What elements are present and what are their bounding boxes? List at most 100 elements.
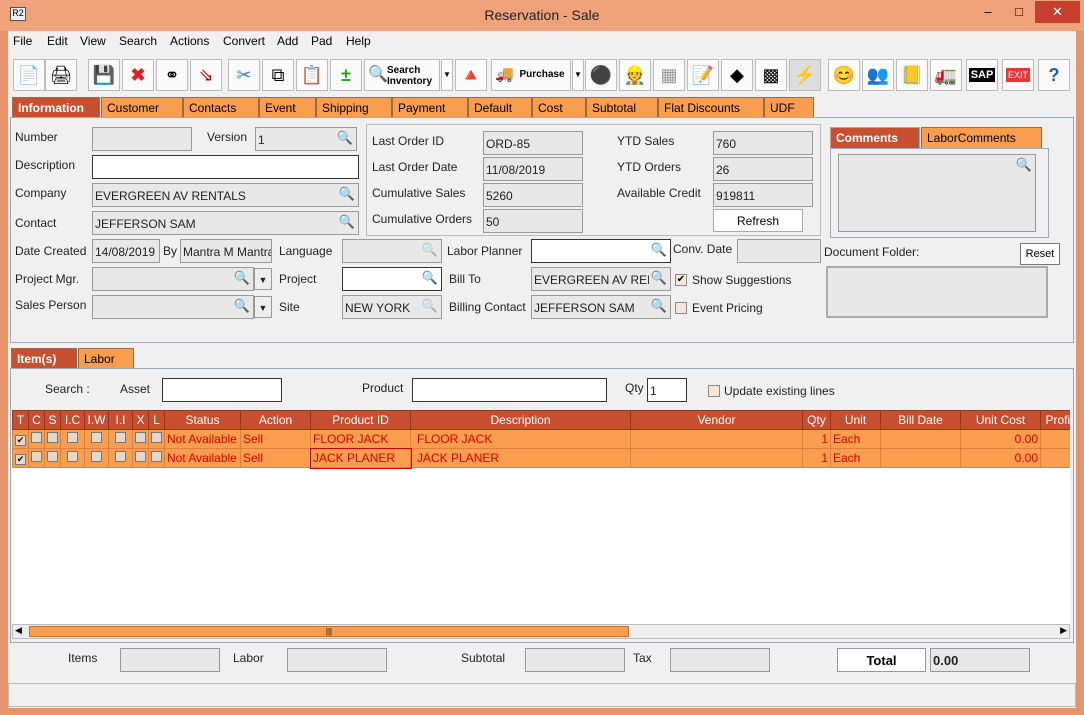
chevron-down-icon[interactable]: ▼: [254, 268, 272, 290]
search-icon[interactable]: 🔍: [233, 270, 250, 285]
tab-items[interactable]: Item(s): [11, 348, 77, 368]
sap-button[interactable]: SAP: [966, 59, 998, 91]
search-icon[interactable]: 🔍: [650, 242, 667, 257]
tab-contacts[interactable]: Contacts: [183, 97, 259, 117]
row-checkbox[interactable]: [47, 432, 58, 443]
column-header[interactable]: Action: [240, 410, 311, 430]
purchase-dropdown[interactable]: ▼: [572, 59, 584, 91]
plug-icon[interactable]: ⚡: [789, 59, 821, 91]
search-icon[interactable]: 🔍: [421, 242, 438, 257]
search-icon[interactable]: 🔍: [233, 298, 250, 313]
exit-button[interactable]: EXIT: [1002, 59, 1034, 91]
cell-vendor[interactable]: [630, 448, 803, 468]
table-row[interactable]: ✔ Not Available Sell JACK PLANER JACK PLANER…: [12, 447, 1070, 469]
transfer-icon[interactable]: ⇘: [190, 59, 222, 91]
cell-bill-date[interactable]: [880, 429, 961, 449]
product-input[interactable]: [412, 378, 607, 402]
row-checkbox[interactable]: ✔: [15, 454, 26, 465]
asset-input[interactable]: [162, 378, 282, 402]
tab-customer[interactable]: Customer: [101, 97, 183, 117]
company-field[interactable]: EVERGREEN AV RENTALS 🔍: [92, 183, 359, 207]
tab-flat-discounts[interactable]: Flat Discounts: [658, 97, 764, 117]
tab-cost[interactable]: Cost: [532, 97, 586, 117]
purchase-button[interactable]: 🚚 Purchase: [491, 59, 571, 91]
column-header[interactable]: X: [132, 410, 149, 430]
new-icon[interactable]: 📄: [13, 59, 45, 91]
tab-information[interactable]: Information: [12, 97, 100, 117]
calendar-icon[interactable]: ▦: [653, 59, 685, 91]
comments-textarea[interactable]: 🔍: [838, 154, 1036, 232]
column-header[interactable]: Product ID: [310, 410, 411, 430]
row-checkbox[interactable]: [115, 451, 126, 462]
menu-actions[interactable]: Actions: [170, 34, 210, 48]
worker-icon[interactable]: 👷: [619, 59, 651, 91]
row-checkbox[interactable]: [91, 432, 102, 443]
add-remove-icon[interactable]: ±: [330, 59, 362, 91]
print-icon[interactable]: 🖨: [45, 59, 77, 91]
bill-to-field[interactable]: EVERGREEN AV RENTALS🔍: [531, 267, 671, 291]
scroll-left-icon[interactable]: ◀: [15, 625, 22, 635]
cut-icon[interactable]: ✂: [228, 59, 260, 91]
cell-description[interactable]: FLOOR JACK: [410, 429, 631, 449]
column-header[interactable]: Bill Date: [880, 410, 961, 430]
cell-product-id[interactable]: JACK PLANER: [309, 447, 412, 469]
column-header[interactable]: Unit: [830, 410, 881, 430]
menu-add[interactable]: Add: [277, 34, 299, 48]
column-header[interactable]: Status: [164, 410, 241, 430]
horizontal-scrollbar[interactable]: ◀ ||| ▶: [12, 624, 1070, 639]
delete-icon[interactable]: ✖: [122, 59, 154, 91]
paste-icon[interactable]: 📋: [296, 59, 328, 91]
number-field[interactable]: [92, 127, 192, 151]
row-checkbox[interactable]: [47, 451, 58, 462]
tab-shipping[interactable]: Shipping: [316, 97, 392, 117]
row-checkbox[interactable]: [151, 432, 162, 443]
maximize-button[interactable]: □: [1015, 4, 1023, 19]
column-header[interactable]: T: [12, 410, 29, 430]
cell-profit[interactable]: [1040, 429, 1070, 449]
row-checkbox[interactable]: [31, 432, 42, 443]
qty-input[interactable]: 1: [647, 378, 687, 402]
update-existing-checkbox[interactable]: [708, 385, 720, 397]
column-header[interactable]: Qty: [802, 410, 831, 430]
search-icon[interactable]: 🔍: [650, 298, 667, 313]
document-folder-box[interactable]: [826, 266, 1048, 318]
menu-edit[interactable]: Edit: [47, 34, 68, 48]
column-header[interactable]: S: [44, 410, 61, 430]
scrollbar-thumb[interactable]: |||: [29, 626, 629, 637]
row-checkbox[interactable]: [31, 451, 42, 462]
tab-labor-comments[interactable]: LaborComments: [921, 127, 1042, 148]
column-header[interactable]: Unit Cost: [960, 410, 1041, 430]
search-icon[interactable]: 🔍: [421, 270, 438, 285]
search-icon[interactable]: 🔍: [338, 186, 355, 201]
search-icon[interactable]: 🔍: [336, 130, 353, 145]
edit-note-icon[interactable]: 📝: [687, 59, 719, 91]
row-checkbox[interactable]: ✔: [15, 435, 26, 446]
cell-vendor[interactable]: [630, 429, 803, 449]
row-checkbox[interactable]: [67, 432, 78, 443]
refresh-button[interactable]: Refresh: [713, 209, 803, 232]
tab-labor[interactable]: Labor: [78, 348, 134, 368]
column-header[interactable]: I.C: [60, 410, 85, 430]
cell-product-id[interactable]: FLOOR JACK: [310, 429, 411, 449]
row-checkbox[interactable]: [151, 451, 162, 462]
cell-action[interactable]: Sell: [240, 448, 311, 468]
reset-button[interactable]: Reset: [1020, 243, 1060, 265]
row-checkbox[interactable]: [135, 451, 146, 462]
tab-payment[interactable]: Payment: [392, 97, 468, 117]
tab-subtotal[interactable]: Subtotal: [586, 97, 658, 117]
column-header[interactable]: Profit %: [1040, 410, 1070, 430]
sales-person-field[interactable]: 🔍 ▼: [92, 295, 272, 319]
site-field[interactable]: NEW YORK 🔍: [342, 295, 442, 319]
cell-profit[interactable]: [1040, 448, 1070, 468]
help-icon[interactable]: ?: [1038, 59, 1070, 91]
row-checkbox[interactable]: [91, 451, 102, 462]
tab-udf[interactable]: UDF: [764, 97, 814, 117]
row-checkbox[interactable]: [135, 432, 146, 443]
truck-icon[interactable]: 🚛: [930, 59, 962, 91]
cell-unit[interactable]: Each: [830, 448, 881, 468]
search-inventory-dropdown[interactable]: ▼: [441, 59, 453, 91]
billing-contact-field[interactable]: JEFFERSON SAM 🔍: [531, 295, 671, 319]
cell-unit[interactable]: Each: [830, 429, 881, 449]
column-header[interactable]: Description: [410, 410, 631, 430]
menu-help[interactable]: Help: [346, 34, 371, 48]
